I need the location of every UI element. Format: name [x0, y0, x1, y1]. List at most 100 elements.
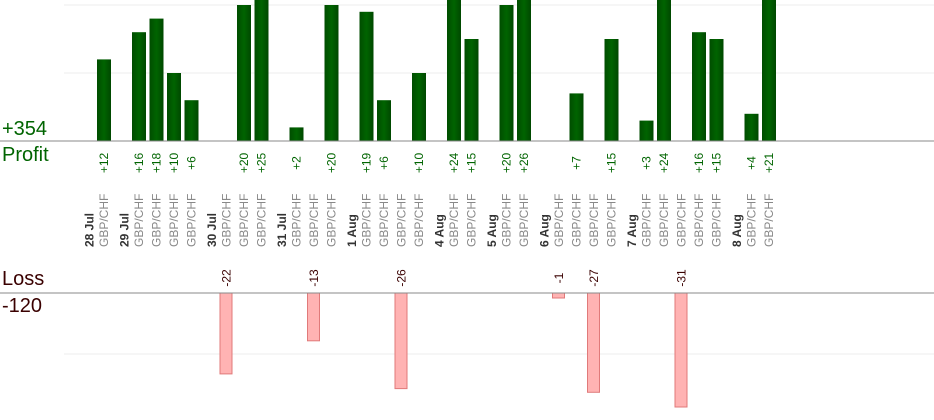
- instrument-label: GBP/CHF: [290, 194, 304, 247]
- profit-value-label: +15: [605, 152, 619, 173]
- loss-bar: [587, 292, 600, 393]
- profit-value-label: +19: [360, 152, 374, 173]
- instrument-label: GBP/CHF: [150, 194, 164, 247]
- profit-bar: [97, 59, 111, 141]
- date-label: 30 Jul: [205, 213, 219, 247]
- date-label: 7 Aug: [625, 214, 639, 247]
- profit-bar: [639, 120, 654, 141]
- instrument-label: GBP/CHF: [640, 194, 654, 247]
- profit-bar: [517, 0, 531, 141]
- loss-value-label: -27: [587, 269, 601, 287]
- instrument-label: GBP/CHF: [395, 194, 409, 247]
- instrument-label: GBP/CHF: [167, 194, 181, 247]
- instrument-label: GBP/CHF: [132, 194, 146, 247]
- profit-value-label: +7: [570, 156, 584, 170]
- profit-bar: [657, 0, 671, 141]
- instrument-label: GBP/CHF: [307, 194, 321, 247]
- loss-value-label: -1: [552, 272, 566, 283]
- loss-value-label: -31: [675, 269, 689, 287]
- profit-value-label: +10: [412, 152, 426, 173]
- instrument-label: GBP/CHF: [710, 194, 724, 247]
- profit-total: +354: [2, 118, 48, 140]
- profit-value-label: +6: [377, 156, 391, 170]
- instrument-label: GBP/CHF: [675, 194, 689, 247]
- profit-value-label: +16: [132, 152, 146, 173]
- profit-value-label: +16: [692, 152, 706, 173]
- profit-value-label: +10: [167, 152, 181, 173]
- profit-value-label: +20: [325, 152, 339, 173]
- profit-bar: [412, 73, 426, 141]
- instrument-label: GBP/CHF: [237, 194, 251, 247]
- profit-value-label: +15: [465, 152, 479, 173]
- profit-value-label: +2: [290, 156, 304, 170]
- instrument-label: GBP/CHF: [220, 194, 234, 247]
- instrument-label: GBP/CHF: [605, 194, 619, 247]
- instrument-label: GBP/CHF: [377, 194, 391, 247]
- profit-bar: [184, 100, 199, 141]
- date-label: 4 Aug: [433, 214, 447, 247]
- profit-bar: [324, 5, 339, 141]
- profit-bar: [359, 11, 374, 141]
- profit-bar: [692, 32, 706, 142]
- instrument-label: GBP/CHF: [692, 194, 706, 247]
- profit-bar: [237, 5, 251, 141]
- instrument-label: GBP/CHF: [500, 194, 514, 247]
- profit-value-label: +12: [97, 152, 111, 173]
- date-label: 28 Jul: [83, 213, 97, 247]
- profit-value-label: +4: [745, 156, 759, 170]
- profit-bar: [132, 32, 146, 142]
- loss-total: -120: [2, 295, 43, 317]
- profit-bar: [377, 100, 391, 141]
- profit-bar: [447, 0, 461, 141]
- profit-value-label: +24: [447, 152, 461, 173]
- loss-bar: [307, 292, 320, 342]
- profit-bar: [254, 0, 269, 141]
- profit-bar: [464, 39, 479, 141]
- profit-value-label: +21: [762, 152, 776, 173]
- instrument-label: GBP/CHF: [412, 194, 426, 247]
- loss-value-label: -22: [220, 269, 234, 287]
- profit-value-label: +20: [500, 152, 514, 173]
- instrument-label: GBP/CHF: [570, 194, 584, 247]
- profit-bar: [709, 39, 724, 141]
- profit-bar: [289, 127, 304, 141]
- instrument-label: GBP/CHF: [587, 194, 601, 247]
- instrument-label: GBP/CHF: [552, 194, 566, 247]
- profit-label: Profit: [2, 144, 49, 166]
- instrument-label: GBP/CHF: [745, 194, 759, 247]
- profit-bar: [149, 18, 164, 142]
- loss-bar: [394, 292, 408, 390]
- profit-bar: [604, 39, 619, 141]
- instrument-label: GBP/CHF: [517, 194, 531, 247]
- date-label: 8 Aug: [730, 214, 744, 247]
- profit-bar: [762, 0, 776, 141]
- instrument-label: GBP/CHF: [360, 194, 374, 247]
- profit-value-label: +6: [185, 156, 199, 170]
- profit-value-label: +3: [640, 156, 654, 170]
- date-label: 6 Aug: [538, 214, 552, 247]
- instrument-label: GBP/CHF: [325, 194, 339, 247]
- instrument-label: GBP/CHF: [762, 194, 776, 247]
- profit-value-label: +18: [150, 152, 164, 173]
- loss-value-label: -13: [307, 269, 321, 287]
- date-label: 5 Aug: [485, 214, 499, 247]
- profit-bar: [167, 73, 181, 141]
- loss-bar: [674, 292, 688, 408]
- date-label: 31 Jul: [275, 213, 289, 247]
- profit-bar: [744, 113, 759, 141]
- loss-label: Loss: [2, 268, 45, 290]
- instrument-label: GBP/CHF: [255, 194, 269, 247]
- date-label: 29 Jul: [118, 213, 132, 247]
- instrument-label: GBP/CHF: [657, 194, 671, 247]
- profit-value-label: +24: [657, 152, 671, 173]
- loss-bar: [219, 292, 233, 375]
- profit-bar: [499, 5, 514, 141]
- profit-value-label: +26: [517, 152, 531, 173]
- instrument-label: GBP/CHF: [447, 194, 461, 247]
- profit-value-label: +15: [710, 152, 724, 173]
- instrument-label: GBP/CHF: [97, 194, 111, 247]
- profit-value-label: +20: [237, 152, 251, 173]
- instrument-label: GBP/CHF: [185, 194, 199, 247]
- instrument-label: GBP/CHF: [465, 194, 479, 247]
